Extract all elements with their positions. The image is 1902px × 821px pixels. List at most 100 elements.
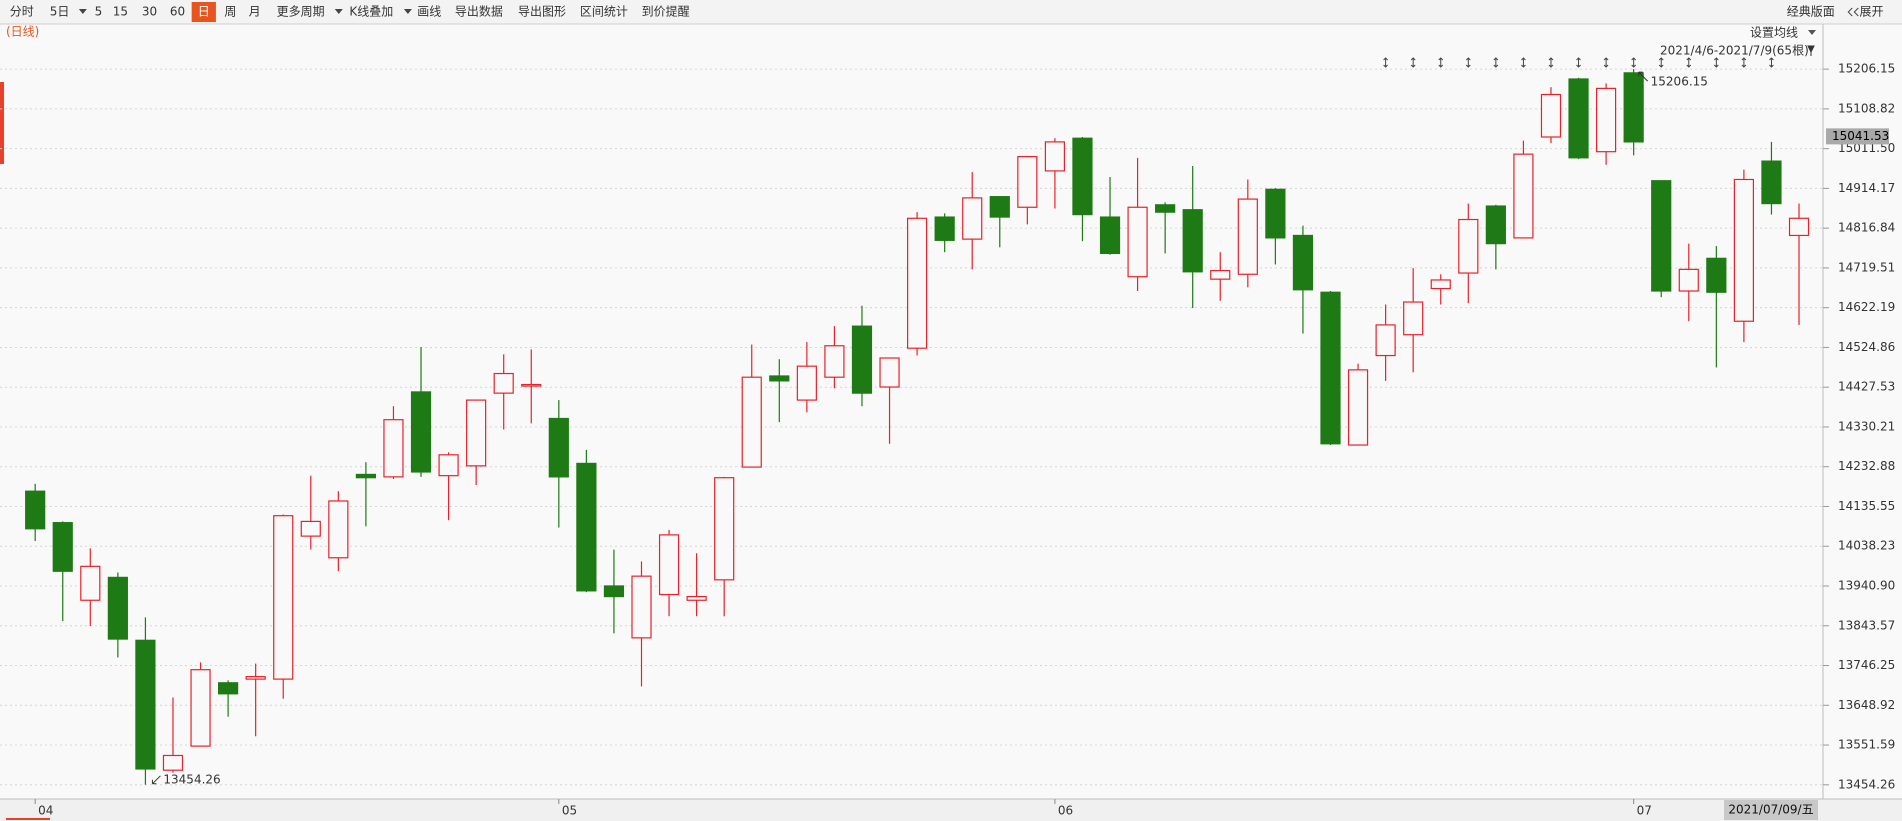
date-box (1724, 800, 1818, 820)
candle-body (1485, 205, 1506, 245)
toolbar-item[interactable]: K线叠加 (349, 5, 393, 19)
y-tick-label: 14427.53 (1838, 380, 1895, 394)
candle-body (1403, 301, 1424, 336)
flag-icon (1438, 57, 1444, 68)
flag-icon (1410, 57, 1416, 68)
x-tick-label: 05 (562, 804, 577, 818)
candle-body (218, 682, 239, 695)
dropdown-arrow (78, 9, 87, 14)
y-tick-label: 14524.86 (1838, 340, 1895, 354)
toolbar-item[interactable]: 5日 (50, 5, 70, 19)
toolbar-item[interactable]: 5 (95, 5, 103, 19)
toolbar-item[interactable]: 到价提醒 (642, 4, 690, 19)
toolbar-item[interactable]: 30 (142, 5, 157, 19)
candle-body (879, 357, 900, 388)
range-label: 2021/4/6-2021/7/9(65根) (1660, 44, 1809, 58)
dropdown-arrow (1808, 30, 1816, 35)
candle-body (1513, 153, 1534, 239)
candle-body (1044, 141, 1066, 172)
candle-body (190, 669, 211, 747)
toolbar-item[interactable]: 经典版面 (1787, 5, 1835, 19)
y-tick-label: 14330.21 (1838, 419, 1895, 433)
candle-body (962, 197, 983, 240)
flag-icon (1576, 57, 1581, 68)
candle-body (631, 575, 652, 639)
toolbar (0, 0, 1902, 24)
flag-icon (1521, 57, 1526, 68)
candle-body (741, 376, 762, 468)
candle-body (1430, 279, 1451, 290)
candle-body (1017, 156, 1038, 208)
side-marker (0, 82, 4, 164)
candle-body (1347, 369, 1369, 446)
candle-body (1706, 257, 1727, 293)
y-tick-label: 15206.15 (1838, 62, 1895, 76)
max-arrow (1638, 71, 1649, 82)
period-label: (日线) (6, 25, 39, 39)
y-tick-label: 14914.17 (1838, 181, 1895, 195)
candle-body (107, 576, 128, 640)
candle-body (1072, 137, 1093, 216)
price-tag (1826, 128, 1889, 145)
y-tick-label: 14719.51 (1838, 260, 1895, 274)
candle-body (245, 676, 266, 680)
toolbar-item[interactable]: 15 (113, 5, 128, 19)
candle-body (80, 565, 101, 601)
candle-body (1733, 178, 1755, 322)
y-tick-label: 14816.84 (1838, 221, 1895, 235)
flag-icon (1769, 57, 1774, 68)
collapse-icon (1847, 7, 1859, 17)
candle-body (1292, 234, 1314, 291)
y-tick-label: 14038.23 (1838, 539, 1895, 553)
candle-body (796, 365, 817, 401)
flag-icon (1713, 57, 1719, 68)
candle-body (1623, 72, 1644, 143)
candle-body (410, 391, 432, 473)
candle-body (1127, 206, 1148, 278)
y-tick-label: 13454.26 (1838, 777, 1895, 791)
toolbar-item[interactable]: 60 (170, 5, 185, 19)
toolbar-item[interactable]: 展开 (1860, 5, 1884, 19)
candle-body (1099, 216, 1121, 255)
candle-body (438, 454, 459, 477)
toolbar-item[interactable]: 分时 (10, 5, 34, 19)
flag-icon (1603, 57, 1609, 68)
toolbar-item[interactable]: 画线 (417, 5, 441, 19)
candle-body (300, 520, 321, 537)
flag-icon (1548, 57, 1554, 68)
toolbar-item[interactable]: 导出数据 (455, 4, 503, 19)
candle-body (1678, 268, 1699, 292)
flag-icon (1465, 57, 1471, 68)
candle-body (1788, 217, 1810, 237)
ma-setting[interactable]: 设置均线 (1750, 26, 1798, 40)
toolbar-item[interactable]: 更多周期 (277, 5, 325, 19)
y-tick-label: 13843.57 (1838, 618, 1895, 632)
toolbar-item[interactable]: 导出图形 (518, 5, 566, 19)
candle-body (1761, 160, 1782, 205)
toolbar-item[interactable]: 周 (224, 5, 236, 19)
active-tab (191, 2, 216, 22)
toolbar-item[interactable]: 日 (198, 5, 210, 19)
candle-body (1155, 204, 1176, 213)
candle-body (714, 477, 735, 581)
candle-body (25, 490, 46, 530)
candle-body (603, 585, 625, 598)
y-tick-label: 15011.50 (1838, 141, 1895, 155)
candle-body (1375, 324, 1396, 357)
toolbar-item[interactable]: 月 (249, 5, 261, 19)
candle-body (466, 399, 487, 467)
candle-body (1458, 218, 1479, 274)
toolbar-item[interactable]: 区间统计 (580, 5, 628, 19)
flag-icon (1741, 57, 1747, 68)
candle-body (52, 522, 73, 572)
candle-body (1568, 78, 1589, 159)
candle-body (1265, 188, 1286, 239)
candle-body (493, 372, 514, 394)
y-tick-label: 13746.25 (1838, 658, 1895, 672)
flag-icon (1383, 57, 1388, 68)
flag-icon (1686, 57, 1692, 68)
candle-body (769, 375, 790, 382)
candle-body (686, 595, 707, 601)
